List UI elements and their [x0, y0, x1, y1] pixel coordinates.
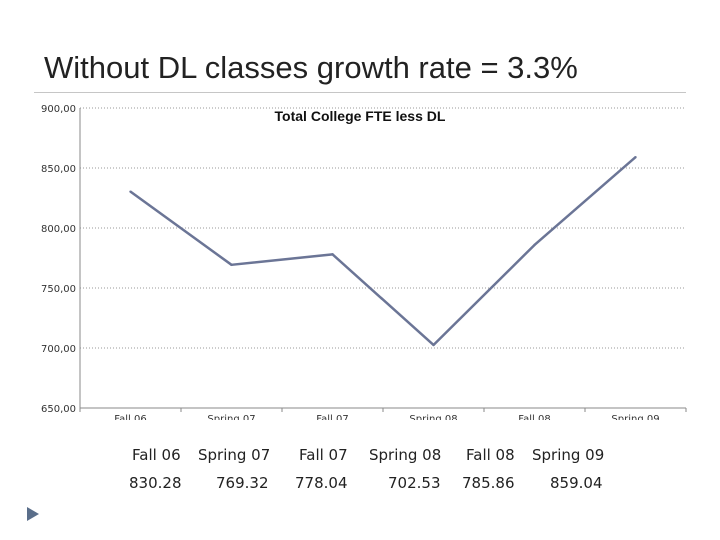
title-divider — [34, 92, 686, 93]
line-chart: 900,00 850,00 800,00 750,00 700,00 650,00 Fall… — [41, 104, 687, 420]
data-point — [634, 155, 637, 159]
data-point — [331, 253, 334, 256]
data-point — [230, 263, 233, 267]
slide-title: Without DL classes growth rate = 3.3% — [44, 50, 578, 85]
data-point — [432, 343, 435, 347]
data-point — [129, 190, 132, 193]
table-value-cell: 859.04 — [550, 474, 603, 492]
y-tick-label: 850,00 — [41, 164, 76, 175]
y-tick-label: 650,00 — [41, 404, 76, 415]
x-tick-label: Spring 08 — [409, 414, 457, 420]
table-header-cell: Spring 07 — [198, 446, 271, 464]
bullet-arrow-icon — [27, 507, 39, 521]
y-tick-label: 900,00 — [41, 104, 76, 115]
table-header-cell: Fall 07 — [299, 446, 348, 464]
table-header-cell: Fall 08 — [466, 446, 515, 464]
table-header-cell: Spring 08 — [369, 446, 442, 464]
y-tick-label: 700,00 — [41, 344, 76, 355]
table-header-cell: Fall 06 — [132, 446, 181, 464]
x-tick-label: Fall 06 — [114, 414, 146, 420]
x-tick-label: Spring 09 — [611, 414, 659, 420]
x-tick-label: Fall 07 — [316, 414, 348, 420]
x-tick-label: Fall 08 — [518, 414, 550, 420]
y-tick-label: 750,00 — [41, 284, 76, 295]
table-value-cell: 778.04 — [295, 474, 348, 492]
table-value-cell: 830.28 — [129, 474, 182, 492]
y-tick-label: 800,00 — [41, 224, 76, 235]
x-tick-label: Spring 07 — [207, 414, 255, 420]
series-line — [129, 156, 637, 347]
table-value-cell: 769.32 — [216, 474, 269, 492]
chart-title: Total College FTE less DL — [275, 108, 446, 124]
table-value-cell: 785.86 — [462, 474, 515, 492]
data-point — [533, 243, 536, 247]
table-header-cell: Spring 09 — [532, 446, 605, 464]
table-value-cell: 702.53 — [388, 474, 441, 492]
